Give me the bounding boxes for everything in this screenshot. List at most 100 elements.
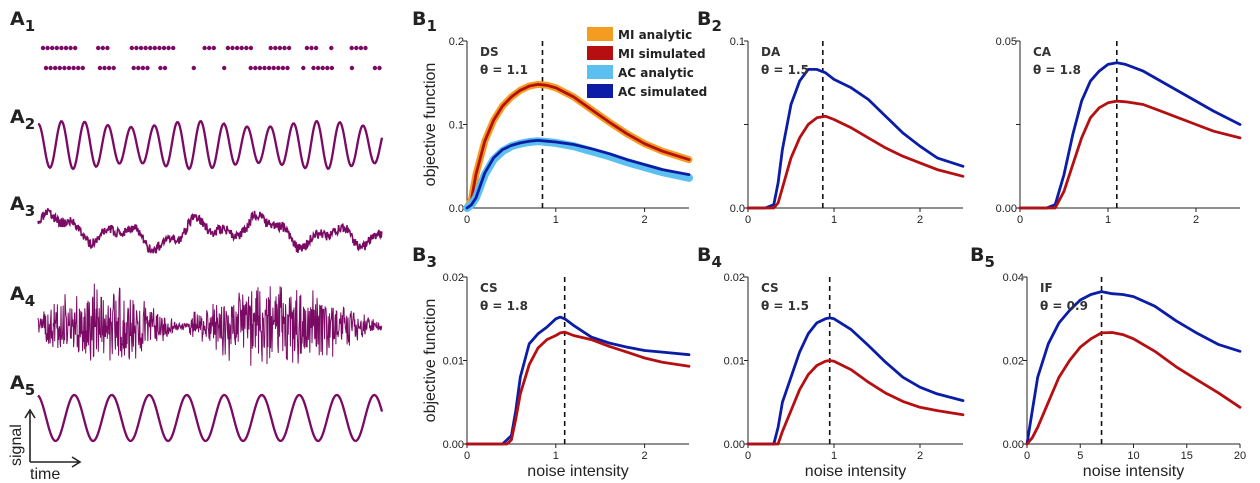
- spike-dot: [80, 65, 86, 71]
- spike-dot: [349, 45, 354, 51]
- spike-dot: [53, 65, 58, 71]
- y-tick-label: 0.01: [443, 356, 464, 368]
- spike-dot: [304, 45, 310, 51]
- model-annotation: θ = 1.1: [480, 63, 528, 77]
- spike-dot: [225, 45, 231, 51]
- y-tick-label: 0.04: [1003, 272, 1024, 284]
- time-axis-label: time: [30, 466, 60, 483]
- x-tick-label: 0: [745, 450, 751, 462]
- x-tick-label: 5: [1077, 450, 1083, 462]
- y-axis-label: objective function: [422, 63, 439, 187]
- x-tick-label: 0: [745, 214, 751, 226]
- spike-dot: [280, 65, 286, 71]
- spike-dot: [311, 65, 316, 71]
- y-tick-label: 0.05: [996, 36, 1017, 48]
- spike-dot: [222, 65, 227, 71]
- chart-panel-label: B3: [412, 244, 437, 271]
- spike-dot: [138, 45, 144, 51]
- chart-panel: B3 0 1 2 0.00 0.01 0.02 CS θ = 1.8 objective func…: [412, 244, 691, 480]
- spike-dot: [50, 45, 55, 51]
- spike-dot: [282, 45, 287, 51]
- signal-trace: [37, 119, 384, 171]
- x-tick-label: 0: [464, 214, 470, 226]
- x-axis-label: noise intensity: [527, 463, 628, 480]
- spike-dot: [329, 65, 335, 71]
- spike-dot: [377, 65, 382, 71]
- model-annotation: CS: [480, 281, 498, 295]
- spike-dot: [166, 45, 171, 51]
- series-line-ac-simulated: [465, 139, 691, 210]
- spike-dot: [358, 45, 364, 51]
- x-tick-label: 1: [553, 450, 559, 462]
- spike-dot: [285, 65, 290, 71]
- spike-dot: [140, 65, 146, 71]
- model-annotation: θ = 1.5: [761, 299, 809, 313]
- signal-panel-label: A1: [10, 8, 35, 35]
- x-tick-label: 15: [1181, 450, 1193, 462]
- spike-dot: [207, 45, 212, 51]
- spike-dot: [171, 45, 176, 51]
- signal-axis-arrow: [24, 408, 36, 462]
- x-tick-label: 20: [1234, 450, 1246, 462]
- spike-dot: [100, 45, 106, 51]
- chart-panel-label: B5: [970, 244, 995, 271]
- legend-label: MI simulated: [618, 47, 706, 61]
- series-line-mi-simulated: [465, 330, 691, 446]
- x-tick-label: 2: [917, 450, 923, 462]
- spike-dot: [54, 45, 59, 51]
- model-annotation: θ = 1.8: [1033, 63, 1081, 77]
- spike-dot: [152, 45, 157, 51]
- signal-panel-label: A3: [10, 193, 35, 220]
- spike-dot: [211, 45, 216, 51]
- objective-charts: B1 0 1 2 0.0 0.1 0.2 DS θ = 1.1 objective functio…: [412, 8, 1246, 480]
- spike-dot: [63, 45, 69, 51]
- model-annotation: θ = 0.9: [1040, 299, 1088, 313]
- spike-dot: [161, 45, 167, 51]
- y-tick-label: 0.00: [724, 439, 745, 451]
- spike-dot: [309, 45, 314, 51]
- series-line-mi-simulated: [1018, 99, 1242, 210]
- series-line-mi-simulated: [465, 83, 691, 210]
- spike-dot: [68, 45, 73, 51]
- y-tick-label: 0.02: [443, 272, 464, 284]
- legend-swatch: [587, 27, 613, 41]
- spike-dot: [234, 45, 240, 51]
- spike-dot: [129, 45, 134, 51]
- chart-legend: MI analytic MI simulated AC analytic AC sim…: [587, 27, 707, 99]
- time-axis-arrow: [30, 456, 82, 468]
- signal-trace: [37, 208, 383, 254]
- spike-dot: [239, 45, 244, 51]
- x-tick-label: 1: [553, 214, 559, 226]
- series-line-ac-simulated: [465, 315, 691, 446]
- y-tick-label: 0.1: [730, 36, 745, 48]
- model-annotation: CA: [1033, 45, 1052, 59]
- spike-dot: [363, 45, 368, 51]
- spike-dot: [329, 45, 334, 51]
- spike-dot: [134, 45, 139, 51]
- spike-dot: [111, 65, 116, 71]
- model-annotation: θ = 1.8: [480, 299, 528, 313]
- spike-dot: [301, 65, 306, 71]
- spike-dot: [262, 65, 267, 71]
- series-line-mi-simulated: [1025, 331, 1242, 446]
- spike-dot: [57, 65, 62, 71]
- chart-panel-label: B2: [697, 8, 722, 35]
- y-tick-label: 0.02: [1003, 356, 1024, 368]
- signal-panels: A1 A2 A3 A4 A5 signal time: [8, 8, 384, 483]
- chart-panel: B2 0 1 2 0.0 0.1 DA θ = 1.5: [697, 8, 965, 226]
- spike-dot: [372, 65, 378, 71]
- spike-dot: [76, 65, 81, 71]
- spike-dot: [354, 45, 359, 51]
- series-line-mi-simulated: [746, 114, 965, 210]
- x-tick-label: 2: [917, 214, 923, 226]
- x-tick-label: 1: [1105, 214, 1111, 226]
- spike-dot: [277, 45, 283, 51]
- signal-axis-label: signal: [8, 424, 25, 466]
- legend-swatch: [587, 46, 613, 60]
- y-tick-label: 0.00: [443, 439, 464, 451]
- y-tick-label: 0.2: [449, 36, 464, 48]
- spike-dot: [286, 45, 292, 51]
- spike-dot: [253, 65, 258, 71]
- y-tick-label: 0.00: [1003, 439, 1024, 451]
